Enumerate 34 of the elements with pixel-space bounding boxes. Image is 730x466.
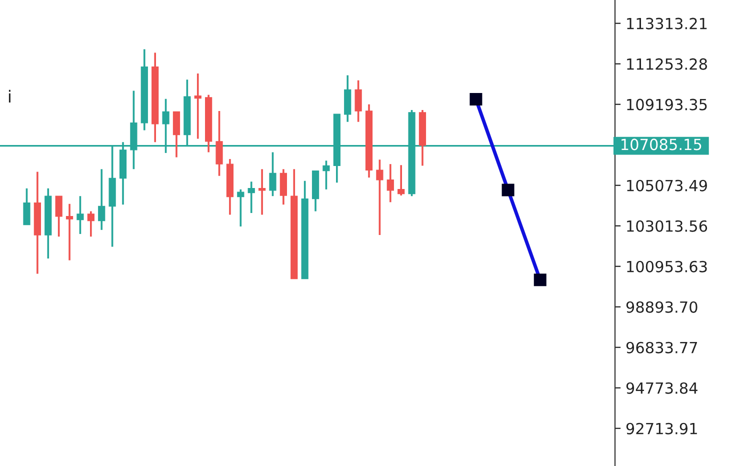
candlestick xyxy=(322,160,330,190)
candlestick xyxy=(269,151,276,197)
point xyxy=(502,184,514,196)
y-tick-label: 109193.35 xyxy=(627,98,707,110)
candlestick xyxy=(87,210,94,238)
candlestick xyxy=(76,195,84,235)
candlestick xyxy=(55,195,62,238)
candlestick xyxy=(237,188,244,228)
candlestick xyxy=(354,79,362,123)
candlestick xyxy=(398,164,405,196)
point xyxy=(534,274,546,286)
y-tick-label: 98893.70 xyxy=(626,301,698,313)
candlestick xyxy=(98,168,106,231)
candlestick xyxy=(386,163,394,204)
candlestick xyxy=(258,168,266,216)
y-tick-label: 100953.63 xyxy=(627,260,707,272)
candlestick xyxy=(248,180,255,214)
candlestick xyxy=(23,187,30,226)
text: i xyxy=(8,90,10,103)
y-tick-label: 113313.21 xyxy=(627,18,707,30)
y-tick-label: 111253.28 xyxy=(627,58,707,70)
candlestick xyxy=(280,168,287,206)
candlestick xyxy=(66,202,74,262)
y-tick-label: 92713.91 xyxy=(626,422,697,434)
point xyxy=(470,93,482,106)
y-tick-label: 96833.77 xyxy=(626,342,698,354)
y-tick-label: 94773.84 xyxy=(626,382,698,394)
y-tick-label: 103013.56 xyxy=(627,220,708,232)
candlestick xyxy=(172,110,180,158)
candlestick xyxy=(376,158,384,236)
ref-line-label: 107085.15 xyxy=(622,138,702,150)
candlestick xyxy=(216,110,223,177)
y-tick-label: 105073.49 xyxy=(627,180,707,192)
candlestick xyxy=(194,72,202,140)
